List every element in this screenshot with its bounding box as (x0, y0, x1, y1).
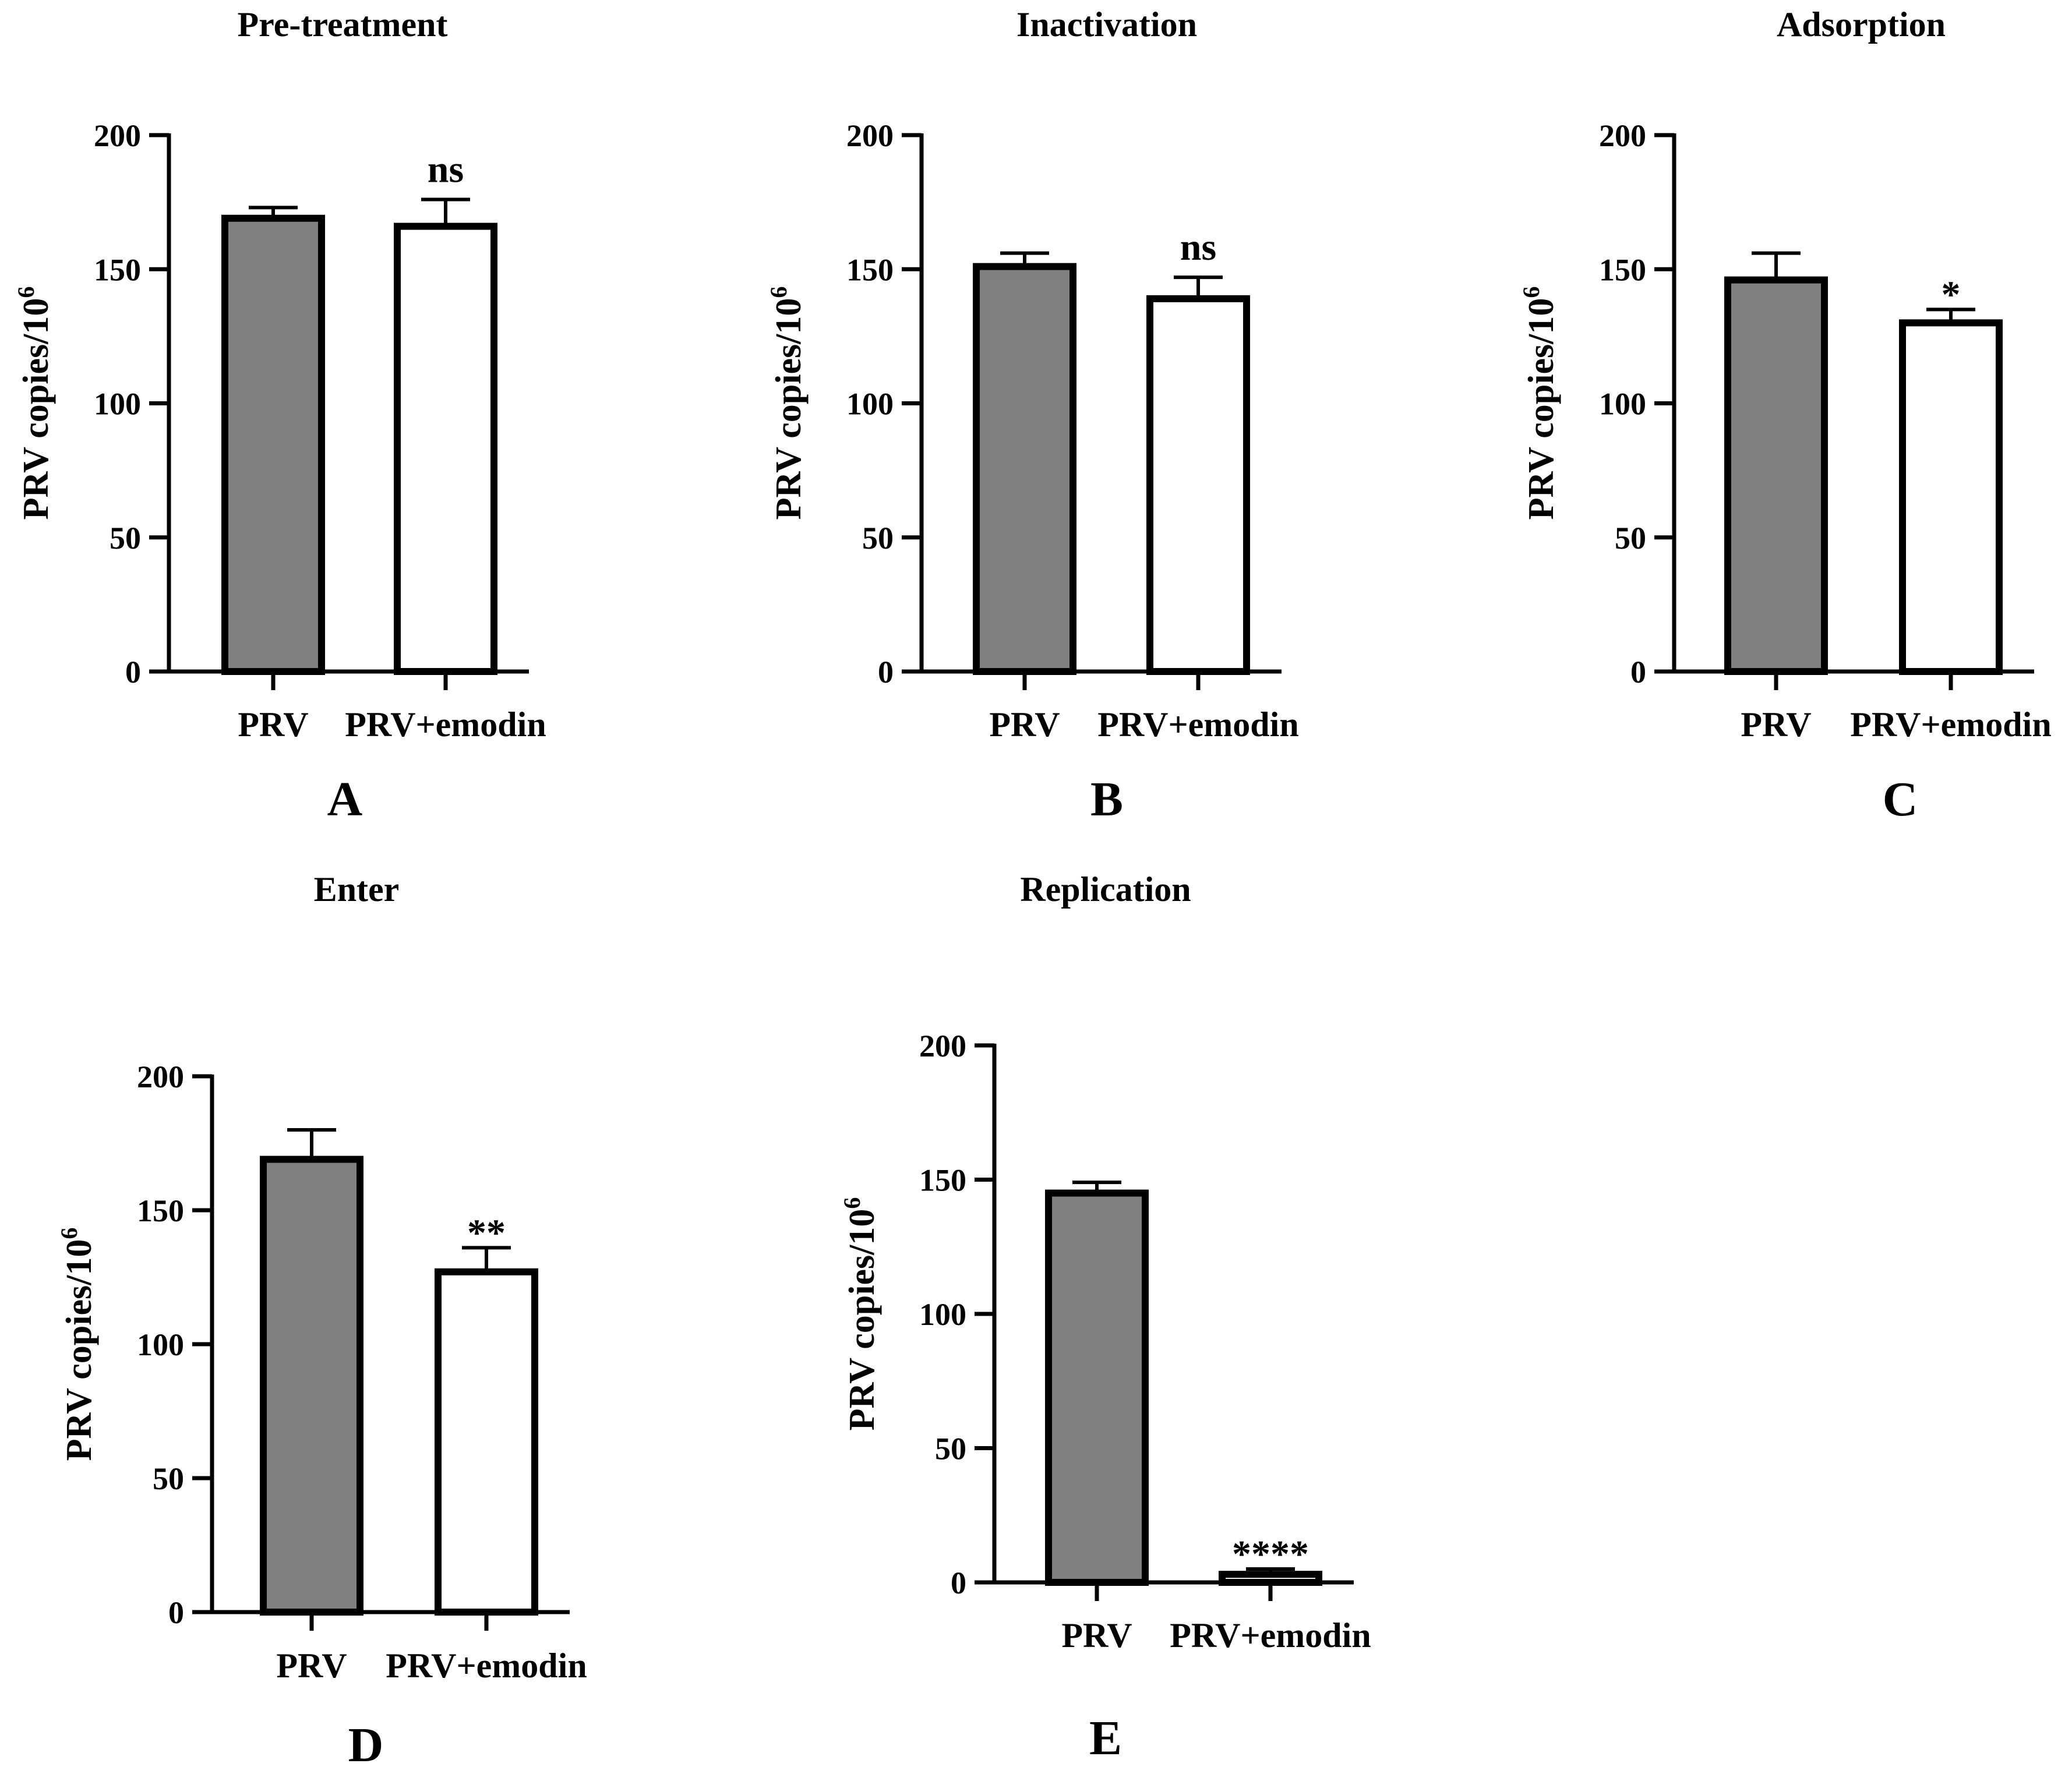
y-tick-label: 50 (862, 521, 894, 556)
panel-a: Pre-treatment A PRV copies/106 0 50 100 150 200… (13, 5, 546, 826)
bar-prv (973, 263, 1076, 675)
y-tick-label: 150 (94, 252, 141, 287)
y-axis-title-text: PRV copies/10 (769, 298, 809, 520)
x-category-label: PRV (276, 1646, 347, 1685)
panel-c: Adsorption C PRV copies/106 0 50 100 150 200 PRV… (1518, 5, 2052, 826)
x-category-label: PRV+emodin (386, 1646, 587, 1685)
y-tick-label: 200 (137, 1059, 184, 1094)
x-category-label: PRV (989, 705, 1060, 744)
panel-title: Pre-treatment (238, 5, 448, 44)
y-tick-label: 100 (846, 387, 894, 422)
y-axis-title-text: PRV copies/10 (1522, 298, 1561, 520)
bar-prv (221, 214, 325, 675)
panel-letter: B (1090, 772, 1123, 826)
panel-title: Enter (314, 870, 400, 909)
y-tick-label: 50 (935, 1432, 966, 1466)
bar-prv-emodin (1899, 319, 2003, 675)
significance-label: ns (428, 149, 464, 191)
y-axis-title-exponent: 6 (13, 287, 39, 298)
significance-label: **** (1232, 1533, 1309, 1575)
significance-label: ** (467, 1211, 506, 1254)
y-tick-label: 200 (94, 118, 141, 153)
y-axis-title-exponent: 6 (765, 287, 792, 298)
y-axis-title-exponent: 6 (839, 1197, 865, 1209)
y-axis-title: PRV copies/106 (765, 287, 809, 520)
panel-letter: D (348, 1718, 384, 1772)
y-axis-title-text: PRV copies/10 (16, 298, 56, 520)
y-tick-label: 100 (919, 1297, 966, 1332)
y-axis-title-text: PRV copies/10 (842, 1209, 882, 1431)
x-category-label: PRV+emodin (1850, 705, 2051, 744)
y-tick-label: 150 (919, 1163, 966, 1198)
bar-prv-emodin (1219, 1571, 1322, 1586)
y-axis-title-text: PRV copies/10 (59, 1239, 99, 1461)
y-tick-label: 150 (1599, 252, 1646, 287)
x-category-label: PRV+emodin (345, 705, 546, 744)
y-tick-label: 100 (137, 1327, 184, 1362)
panel-title: Replication (1020, 870, 1191, 909)
panel-b: Inactivation B PRV copies/106 0 50 100 150 200 P… (765, 5, 1299, 826)
y-tick-label: 150 (137, 1193, 184, 1228)
y-tick-label: 50 (110, 521, 141, 556)
bar-prv (260, 1155, 363, 1616)
y-axis-title: PRV copies/106 (1518, 287, 1561, 520)
panel-d: Enter D PRV copies/106 0 50 100 150 200 PRV PRV+e… (56, 870, 587, 1772)
bar-prv-emodin (435, 1268, 538, 1616)
significance-label: * (1942, 273, 1961, 316)
y-axis-title: PRV copies/106 (56, 1228, 99, 1461)
y-axis-title: PRV copies/106 (839, 1197, 882, 1431)
y-tick-label: 0 (951, 1565, 966, 1600)
bar-prv-emodin (1146, 295, 1250, 675)
x-category-label: PRV (1741, 705, 1811, 744)
significance-label: ns (1180, 226, 1216, 268)
y-tick-label: 50 (1615, 521, 1646, 556)
x-category-label: PRV (238, 705, 308, 744)
panel-e: Replication E PRV copies/106 0 50 100 150 200 PR… (839, 870, 1371, 1765)
y-tick-label: 0 (168, 1595, 184, 1630)
panel-letter: A (327, 772, 363, 826)
y-tick-label: 200 (846, 118, 894, 153)
y-tick-label: 50 (153, 1461, 184, 1496)
x-category-label: PRV (1061, 1616, 1132, 1655)
panel-title: Adsorption (1777, 5, 1946, 44)
y-tick-label: 0 (878, 655, 894, 690)
panel-title: Inactivation (1016, 5, 1197, 44)
panel-letter: C (1883, 772, 1918, 826)
y-tick-label: 200 (1599, 118, 1646, 153)
bar-prv (1724, 276, 1828, 676)
y-tick-label: 0 (1630, 655, 1646, 690)
y-axis-title-exponent: 6 (1518, 287, 1544, 298)
y-tick-label: 200 (919, 1029, 966, 1063)
y-tick-label: 100 (94, 387, 141, 422)
y-axis-title: PRV copies/106 (13, 287, 56, 520)
y-tick-label: 150 (846, 252, 894, 287)
y-tick-label: 0 (125, 655, 141, 690)
x-category-label: PRV+emodin (1097, 705, 1298, 744)
panel-letter: E (1089, 1711, 1122, 1765)
y-tick-label: 100 (1599, 387, 1646, 422)
y-axis-title-exponent: 6 (56, 1228, 82, 1239)
bar-prv-emodin (394, 222, 497, 675)
x-category-label: PRV+emodin (1170, 1616, 1371, 1655)
bar-prv (1045, 1189, 1149, 1586)
